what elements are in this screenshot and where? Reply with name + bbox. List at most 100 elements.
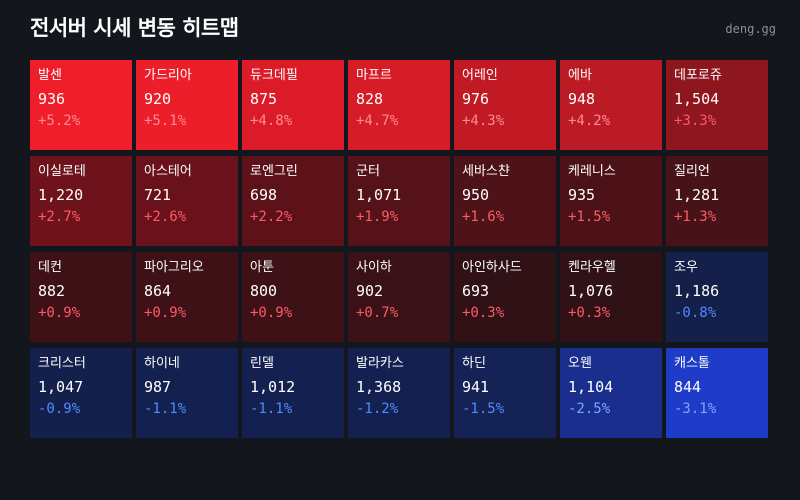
cell-server-name: 듀크데필 (250, 68, 298, 83)
heatmap-cell[interactable]: 캐스톨 844 -3.1% (666, 348, 768, 438)
cell-server-name: 에바 (568, 68, 592, 83)
cell-server-name: 조우 (674, 260, 698, 275)
cell-price: 935 (568, 186, 596, 204)
heatmap-cell[interactable]: 어레인 976 +4.3% (454, 60, 556, 150)
heatmap-cell[interactable]: 하딘 941 -1.5% (454, 348, 556, 438)
heatmap-cell[interactable]: 군터 1,071 +1.9% (348, 156, 450, 246)
cell-server-name: 린델 (250, 356, 274, 371)
cell-change: +2.7% (38, 209, 81, 225)
heatmap-cell[interactable]: 데포로쥬 1,504 +3.3% (666, 60, 768, 150)
cell-change: +2.2% (250, 209, 293, 225)
cell-price: 693 (462, 282, 490, 300)
cell-server-name: 발센 (38, 68, 62, 83)
heatmap-cell[interactable]: 세바스챤 950 +1.6% (454, 156, 556, 246)
cell-price: 1,076 (568, 282, 614, 300)
cell-change: +1.9% (356, 209, 399, 225)
cell-server-name: 가드리아 (144, 68, 192, 83)
cell-price: 987 (144, 378, 172, 396)
cell-server-name: 이실로테 (38, 164, 86, 179)
heatmap-cell[interactable]: 발라카스 1,368 -1.2% (348, 348, 450, 438)
cell-server-name: 캐스톨 (674, 356, 710, 371)
cell-price: 882 (38, 282, 66, 300)
cell-server-name: 하이네 (144, 356, 180, 371)
heatmap-cell[interactable]: 마프르 828 +4.7% (348, 60, 450, 150)
cell-server-name: 아인하사드 (462, 260, 522, 275)
heatmap-cell[interactable]: 듀크데필 875 +4.8% (242, 60, 344, 150)
cell-change: +1.6% (462, 209, 505, 225)
cell-price: 1,504 (674, 90, 720, 108)
cell-change: +4.3% (462, 113, 505, 129)
cell-change: -1.5% (462, 401, 505, 417)
brand-label[interactable]: deng.gg (725, 22, 776, 36)
cell-change: -0.9% (38, 401, 81, 417)
heatmap-cell[interactable]: 크리스터 1,047 -0.9% (30, 348, 132, 438)
cell-server-name: 아툰 (250, 260, 274, 275)
cell-change: +1.3% (674, 209, 717, 225)
heatmap-cell[interactable]: 질리언 1,281 +1.3% (666, 156, 768, 246)
cell-change: -1.2% (356, 401, 399, 417)
cell-price: 1,012 (250, 378, 296, 396)
cell-price: 875 (250, 90, 278, 108)
cell-server-name: 데포로쥬 (674, 68, 722, 83)
heatmap-cell[interactable]: 조우 1,186 -0.8% (666, 252, 768, 342)
heatmap-cell[interactable]: 로엔그린 698 +2.2% (242, 156, 344, 246)
cell-change: +0.3% (568, 305, 611, 321)
cell-price: 800 (250, 282, 278, 300)
heatmap-grid: 발센 936 +5.2% 가드리아 920 +5.1% 듀크데필 875 +4.8% 마프르 828… (30, 60, 768, 438)
cell-price: 1,186 (674, 282, 720, 300)
cell-change: +0.9% (144, 305, 187, 321)
cell-server-name: 마프르 (356, 68, 392, 83)
cell-server-name: 하딘 (462, 356, 486, 371)
heatmap-cell[interactable]: 가드리아 920 +5.1% (136, 60, 238, 150)
heatmap-cell[interactable]: 린델 1,012 -1.1% (242, 348, 344, 438)
cell-price: 698 (250, 186, 278, 204)
cell-server-name: 오웬 (568, 356, 592, 371)
heatmap-cell[interactable]: 파아그리오 864 +0.9% (136, 252, 238, 342)
cell-change: +4.7% (356, 113, 399, 129)
cell-server-name: 켄라우헬 (568, 260, 616, 275)
cell-change: -3.1% (674, 401, 717, 417)
cell-server-name: 발라카스 (356, 356, 404, 371)
cell-price: 1,368 (356, 378, 402, 396)
cell-change: +2.6% (144, 209, 187, 225)
heatmap-cell[interactable]: 발센 936 +5.2% (30, 60, 132, 150)
page-title: 전서버 시세 변동 히트맵 (30, 16, 239, 40)
cell-change: +4.2% (568, 113, 611, 129)
cell-server-name: 크리스터 (38, 356, 86, 371)
cell-change: -2.5% (568, 401, 611, 417)
heatmap-cell[interactable]: 하이네 987 -1.1% (136, 348, 238, 438)
heatmap-cell[interactable]: 데컨 882 +0.9% (30, 252, 132, 342)
heatmap-cell[interactable]: 아인하사드 693 +0.3% (454, 252, 556, 342)
heatmap-cell[interactable]: 아스테어 721 +2.6% (136, 156, 238, 246)
cell-price: 941 (462, 378, 490, 396)
cell-server-name: 케레니스 (568, 164, 616, 179)
heatmap-cell[interactable]: 오웬 1,104 -2.5% (560, 348, 662, 438)
cell-price: 864 (144, 282, 172, 300)
cell-price: 1,071 (356, 186, 402, 204)
cell-change: +1.5% (568, 209, 611, 225)
cell-change: +4.8% (250, 113, 293, 129)
cell-price: 950 (462, 186, 490, 204)
cell-change: +5.2% (38, 113, 81, 129)
heatmap-cell[interactable]: 케레니스 935 +1.5% (560, 156, 662, 246)
cell-change: +0.3% (462, 305, 505, 321)
cell-price: 1,281 (674, 186, 720, 204)
cell-change: -0.8% (674, 305, 717, 321)
cell-server-name: 질리언 (674, 164, 710, 179)
cell-server-name: 아스테어 (144, 164, 192, 179)
cell-change: -1.1% (250, 401, 293, 417)
cell-price: 1,220 (38, 186, 84, 204)
heatmap-cell[interactable]: 사이하 902 +0.7% (348, 252, 450, 342)
cell-price: 1,104 (568, 378, 614, 396)
heatmap-cell[interactable]: 아툰 800 +0.9% (242, 252, 344, 342)
cell-server-name: 데컨 (38, 260, 62, 275)
cell-server-name: 사이하 (356, 260, 392, 275)
heatmap-cell[interactable]: 이실로테 1,220 +2.7% (30, 156, 132, 246)
cell-change: +0.9% (38, 305, 81, 321)
cell-price: 936 (38, 90, 66, 108)
heatmap-cell[interactable]: 켄라우헬 1,076 +0.3% (560, 252, 662, 342)
cell-price: 1,047 (38, 378, 84, 396)
heatmap-cell[interactable]: 에바 948 +4.2% (560, 60, 662, 150)
cell-server-name: 군터 (356, 164, 380, 179)
cell-price: 828 (356, 90, 384, 108)
